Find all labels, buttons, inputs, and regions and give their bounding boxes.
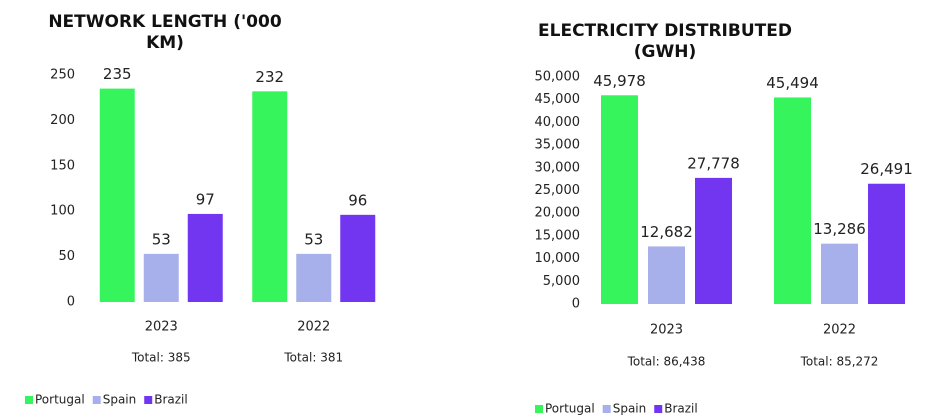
data-label: 96 xyxy=(348,191,367,209)
bar xyxy=(252,91,288,303)
total-label: Total: 86,438 xyxy=(627,355,706,369)
data-label: 235 xyxy=(103,65,132,83)
data-label: 26,491 xyxy=(860,160,913,178)
y-tick-label: 30,000 xyxy=(535,160,581,175)
data-label: 45,494 xyxy=(766,74,819,92)
y-tick-label: 20,000 xyxy=(535,206,581,221)
legend-label: Portugal xyxy=(35,393,85,407)
bar xyxy=(99,88,135,303)
legend-swatch xyxy=(144,396,153,404)
bar xyxy=(821,243,858,304)
total-label: Total: 385 xyxy=(131,351,191,365)
y-tick-label: 15,000 xyxy=(535,228,581,243)
bar xyxy=(774,97,811,304)
data-label: 12,682 xyxy=(640,223,693,241)
x-tick-label: 2022 xyxy=(297,320,330,335)
y-tick-label: 150 xyxy=(50,158,75,173)
data-label: 45,978 xyxy=(593,72,646,90)
legend-swatch xyxy=(92,396,101,404)
bar xyxy=(648,246,685,304)
y-tick-label: 10,000 xyxy=(535,251,581,266)
legend-swatch xyxy=(535,405,543,413)
x-tick-label: 2023 xyxy=(650,323,683,338)
total-label: Total: 381 xyxy=(283,351,343,365)
y-tick-label: 0 xyxy=(572,297,580,312)
y-tick-label: 35,000 xyxy=(535,138,581,153)
data-label: 13,286 xyxy=(813,220,866,238)
y-tick-label: 25,000 xyxy=(535,183,581,198)
bar xyxy=(143,253,179,302)
y-tick-label: 100 xyxy=(50,204,75,219)
legend-label: Brazil xyxy=(154,393,188,407)
y-tick-label: 40,000 xyxy=(535,115,581,130)
bar xyxy=(868,183,905,304)
y-tick-label: 50,000 xyxy=(535,70,581,85)
y-tick-label: 50 xyxy=(58,249,75,264)
y-tick-label: 5,000 xyxy=(543,274,580,289)
legend-swatch xyxy=(602,405,611,413)
legend-label: Spain xyxy=(103,393,137,407)
bar xyxy=(187,213,223,302)
chart-title: ELECTRICITY DISTRIBUTED (GWH) xyxy=(538,21,792,62)
data-label: 232 xyxy=(255,68,284,86)
total-label: Total: 85,272 xyxy=(800,355,879,369)
data-label: 53 xyxy=(152,230,171,248)
legend-swatch xyxy=(25,396,33,404)
data-label: 27,778 xyxy=(687,154,740,172)
y-tick-label: 200 xyxy=(50,113,75,128)
legend-label: Spain xyxy=(613,402,647,416)
y-tick-label: 0 xyxy=(67,295,75,310)
legend-swatch xyxy=(654,405,663,413)
bar xyxy=(695,177,732,304)
y-tick-label: 250 xyxy=(50,68,75,83)
legend-label: Portugal xyxy=(545,402,595,416)
y-tick-label: 45,000 xyxy=(535,92,581,107)
data-label: 97 xyxy=(196,190,215,208)
x-tick-label: 2022 xyxy=(823,323,856,338)
legend-label: Brazil xyxy=(664,402,698,416)
x-tick-label: 2023 xyxy=(145,320,178,335)
chart-title: NETWORK LENGTH ('000 KM) xyxy=(48,12,282,53)
bar xyxy=(296,253,332,302)
bar xyxy=(340,214,376,302)
data-label: 53 xyxy=(304,230,323,248)
bar xyxy=(601,95,638,304)
